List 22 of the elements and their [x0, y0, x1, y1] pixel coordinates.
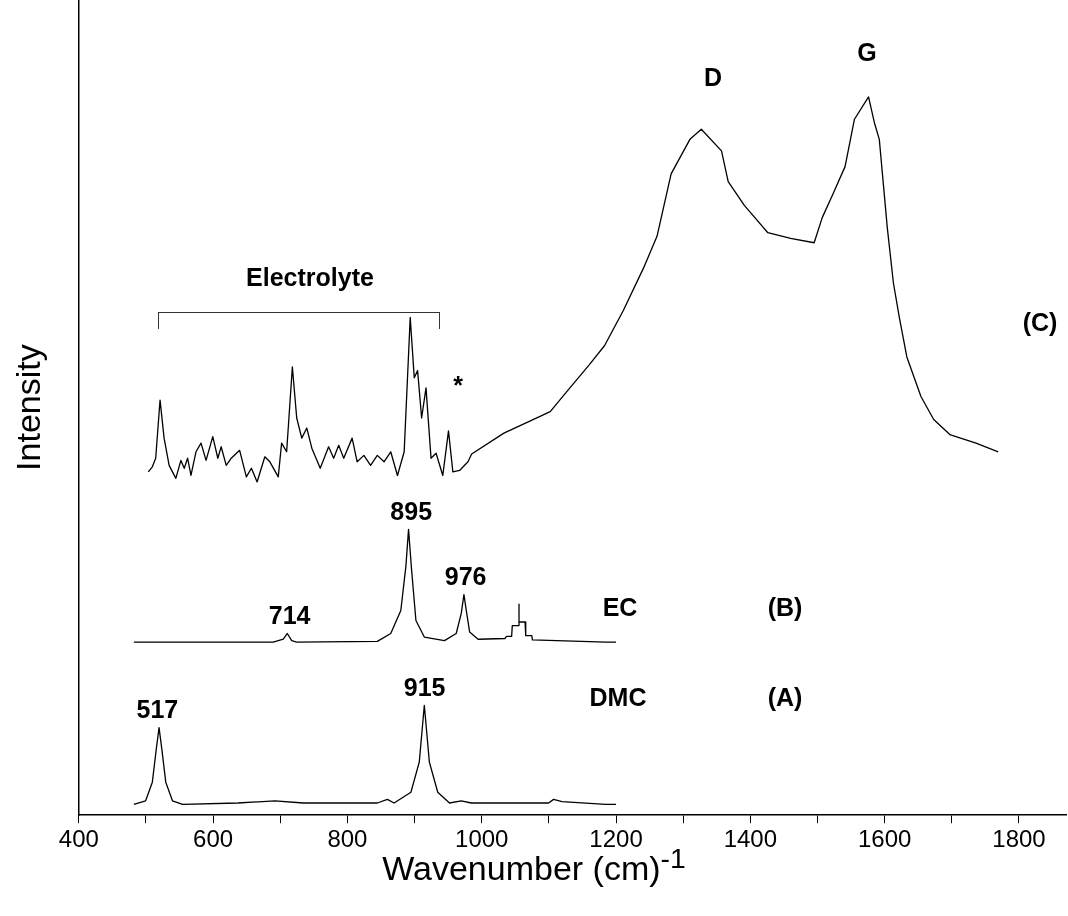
annotation: (B) [767, 593, 803, 622]
x-tick-label: 1800 [992, 825, 1046, 853]
x-tick-label: 1200 [589, 825, 643, 853]
annotation: 714 [268, 600, 311, 629]
annotation: * [453, 371, 464, 400]
annotation: (A) [767, 683, 803, 712]
text: D [703, 63, 723, 92]
x-tick-label: 400 [58, 825, 99, 853]
annotation: 976 [444, 562, 487, 591]
annotation: 915 [403, 672, 446, 701]
text: G [857, 38, 877, 67]
annotation: Electrolyte [246, 263, 375, 292]
x-tick-label: 600 [193, 825, 234, 853]
annotation: DMC [589, 683, 647, 712]
annotation: (C) [1022, 308, 1058, 337]
x-tick-label: 1600 [857, 825, 912, 853]
annotation: 895 [390, 496, 433, 525]
x-tick-label: 1400 [723, 825, 778, 853]
x-tick-label: 800 [327, 825, 368, 853]
annotation: EC [602, 593, 638, 622]
y-axis-title: Intensity [8, 344, 47, 471]
annotation: 517 [136, 694, 179, 723]
